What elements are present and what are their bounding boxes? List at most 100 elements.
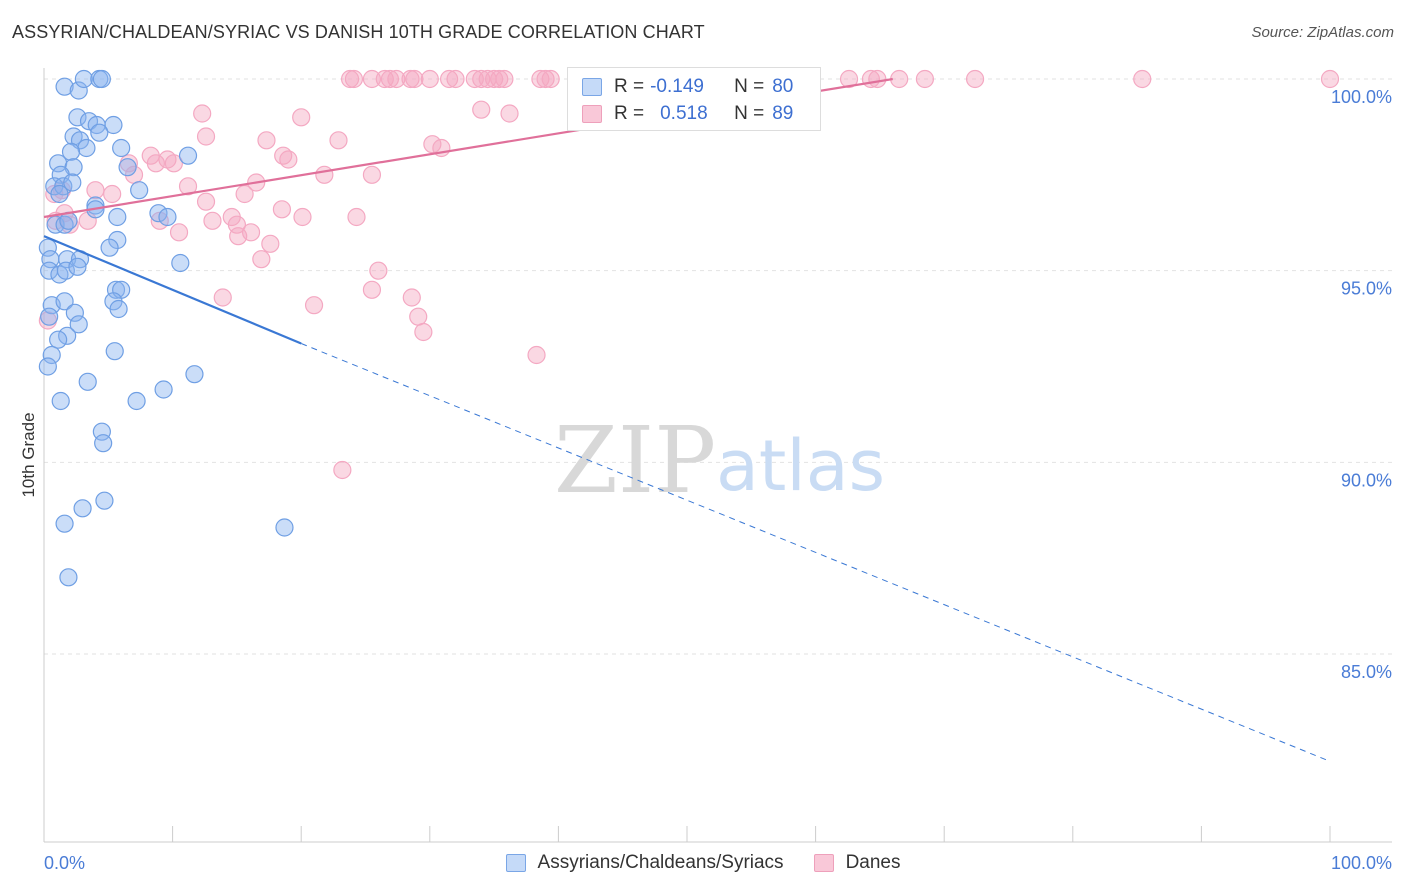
danes-point [227, 215, 246, 234]
series1-swatch [582, 78, 602, 96]
danes-point [315, 165, 334, 184]
r-label: R = [614, 103, 645, 124]
danes-point [193, 104, 212, 123]
assyrian-point [61, 142, 81, 161]
assyrian-point [69, 315, 88, 334]
x-tick-label-max: 100.0% [1331, 853, 1392, 873]
danes-point [347, 207, 366, 227]
assyrian-point [154, 380, 173, 399]
danes-point [340, 69, 360, 89]
assyrian-point [51, 391, 70, 411]
assyrian-point [59, 568, 78, 587]
x-ticks [43, 826, 1331, 842]
danes-point [169, 223, 189, 242]
assyrian-point [109, 299, 128, 319]
assyrians-swatch [505, 854, 526, 872]
danes-point [362, 69, 382, 89]
legend-row-series2: R = 0.518 N = 89 [582, 103, 793, 125]
watermark-zip: ZIP [554, 407, 716, 514]
assyrian-point [78, 372, 97, 391]
danes-point [146, 154, 165, 173]
danes-point [257, 131, 276, 150]
correlation-legend: R = -0.149 N = 80 R = 0.518 N = 89 [567, 67, 821, 131]
assyrian-point [275, 518, 294, 537]
y-axis-label: 10th Grade [19, 412, 38, 497]
y-tick-label: 95.0% [1341, 279, 1392, 299]
danes-point [380, 69, 400, 89]
assyrian-point [55, 514, 74, 533]
assyrian-point [73, 499, 92, 518]
danes-point [472, 100, 491, 119]
assyrian-point [118, 158, 137, 177]
danes-label: Danes [845, 852, 901, 873]
assyrian-point [104, 115, 123, 135]
danes-point [401, 69, 420, 89]
danes-point [890, 69, 909, 89]
y-tick-label: 100.0% [1331, 87, 1392, 107]
y-tick-label: 85.0% [1341, 662, 1392, 682]
x-tick-label-min: 0.0% [44, 853, 85, 873]
danes-point [500, 104, 519, 123]
assyrian-point [108, 207, 127, 227]
assyrian-point [55, 77, 74, 96]
danes-point [272, 200, 292, 219]
series1-n-value: 80 [772, 76, 794, 97]
assyrian-point [108, 230, 127, 250]
assyrian-point [149, 204, 168, 223]
danes-point [405, 69, 424, 89]
danes-point [915, 69, 935, 89]
danes-point [536, 69, 555, 89]
danes-point [402, 288, 421, 307]
assyrian-point [58, 250, 77, 269]
danes-point [531, 69, 550, 89]
danes-point [387, 69, 406, 89]
danes-point [1320, 69, 1340, 89]
axes [43, 68, 1392, 843]
series2-swatch [582, 105, 602, 123]
assyrian-point [63, 173, 82, 192]
danes-point [252, 250, 271, 269]
danes-point [472, 69, 491, 89]
r-label: R = [614, 76, 645, 97]
danes-point [485, 69, 504, 89]
assyrian-point [106, 280, 126, 299]
assyrian-point [95, 491, 114, 510]
assyrian-point [38, 238, 57, 257]
assyrian-point [69, 81, 88, 100]
assyrian-point [50, 184, 69, 204]
assyrian-point [77, 138, 96, 158]
danes-point [490, 69, 509, 89]
assyrians-label: Assyrians/Chaldeans/Syriacs [537, 852, 784, 873]
danes-point [446, 69, 465, 89]
danes-point [164, 154, 183, 173]
danes-point [203, 211, 222, 230]
assyrian-point [105, 342, 124, 361]
assyrian-point [42, 345, 61, 365]
assyrian-trend-extension [301, 343, 1331, 762]
danes-point [235, 184, 254, 204]
assyrian-point [56, 261, 75, 280]
danes-point [420, 69, 439, 89]
danes-swatch [813, 854, 834, 872]
danes-point [103, 184, 122, 204]
assyrian-point [112, 138, 131, 158]
danes-point [439, 69, 459, 89]
n-label: N = [734, 76, 765, 97]
assyrian-point [74, 69, 93, 89]
danes-point [965, 69, 985, 89]
source-label: Source: ZipAtlas.com [1251, 24, 1394, 41]
danes-point [369, 261, 388, 280]
assyrian-point [58, 326, 77, 345]
assyrian-point [158, 207, 177, 227]
watermark-atlas: atlas [716, 425, 885, 507]
n-label: N = [734, 103, 765, 124]
danes-point [344, 69, 364, 89]
assyrian-point [130, 181, 149, 200]
series2-n-value: 89 [772, 103, 794, 124]
danes-point [333, 460, 352, 480]
danes-point [414, 322, 433, 342]
danes-point [495, 69, 514, 89]
assyrian-points [38, 69, 294, 587]
chart-title: ASSYRIAN/CHALDEAN/SYRIAC VS DANISH 10TH … [12, 22, 705, 42]
